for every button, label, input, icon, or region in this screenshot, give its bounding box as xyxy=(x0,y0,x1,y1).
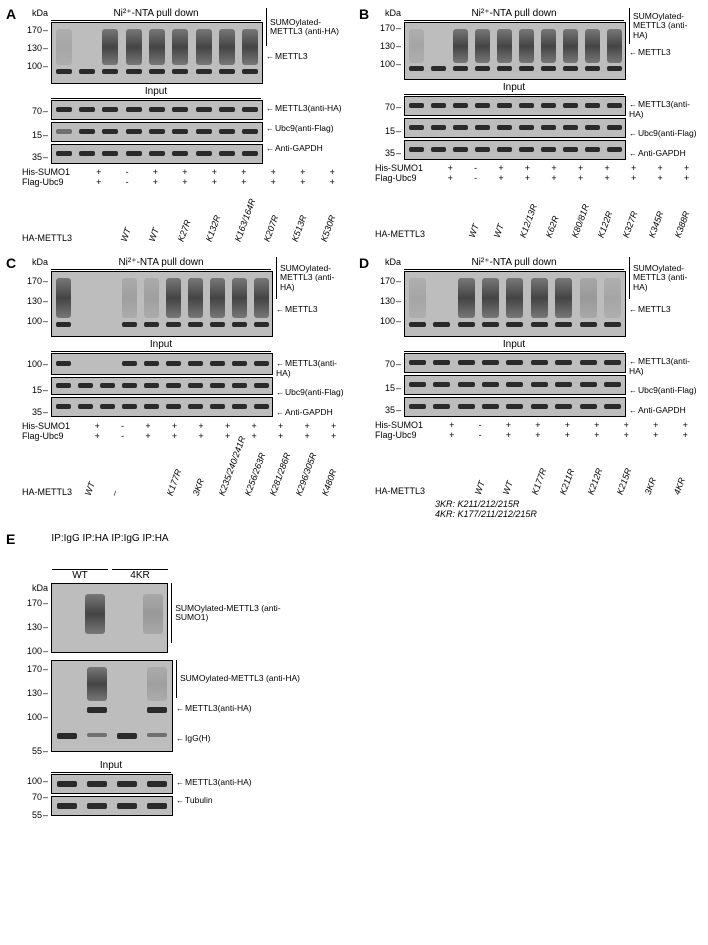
panel-c-conditions: His-SUMO1 +-++++++++ Flag-Ubc9 +-+++++++… xyxy=(22,421,347,497)
panel-b-input-blot-3 xyxy=(404,140,626,160)
panel-d-note-3kr: 3KR: K211/212/215R xyxy=(435,499,700,509)
panel-b-conditions: His-SUMO1 +-++++++++ Flag-Ubc9 +-+++++++… xyxy=(375,163,700,239)
panel-e-input-blot-2 xyxy=(51,796,173,816)
panel-b: B kDa 170 130 100 Ni²⁺-NTA pull down xyxy=(361,8,700,243)
panel-e-p1-right: SUMOylated-METTL3 (anti-SUMO1) xyxy=(168,583,308,643)
panel-a-top-blot xyxy=(51,22,263,84)
panel-a-input-blot-3 xyxy=(51,144,263,164)
panel-b-mw-top: kDa 170 130 100 xyxy=(375,8,404,69)
panel-b-label: B xyxy=(359,6,369,22)
panel-a-input-right-labels: METTL3(anti-HA) Ubc9(anti-Flag) Anti-GAP… xyxy=(263,86,342,153)
panel-a-pulldown-title: Ni²⁺-NTA pull down xyxy=(51,8,261,21)
panel-b-pulldown-title: Ni²⁺-NTA pull down xyxy=(404,8,624,21)
panel-a-conditions: His-SUMO1 +-+++++++ Flag-Ubc9 +-+++++++ … xyxy=(22,167,347,243)
panel-b-mw-input: 70 15 35 xyxy=(375,82,404,158)
panel-d-input-title: Input xyxy=(404,339,624,352)
panel-d-conditions: His-SUMO1 +-+++++++ Flag-Ubc9 +-+++++++ … xyxy=(375,420,700,496)
panel-e-ip-3: IP:HA xyxy=(142,533,168,569)
panel-c-input-blot-3 xyxy=(51,397,273,417)
panel-c-input-title: Input xyxy=(51,339,271,352)
panel-c-input-right-labels: METTL3(anti-HA) Ubc9(anti-Flag) Anti-GAP… xyxy=(273,339,347,418)
panel-b-input-title: Input xyxy=(404,82,624,95)
panel-c-label: C xyxy=(6,255,16,271)
panel-e-group-wt: WT xyxy=(52,569,108,581)
panel-a-input-blot-2 xyxy=(51,122,263,142)
panel-c-top-right-labels: SUMOylated-METTL3 (anti-HA) METTL3 xyxy=(273,257,347,315)
panel-b-input-right-labels: METTL3(anti-HA) Ubc9(anti-Flag) Anti-GAP… xyxy=(626,82,700,159)
panel-c-top-blot xyxy=(51,271,273,337)
panel-d-mw-input: 70 15 35 xyxy=(375,339,404,415)
panel-a-mw-top: kDa 170 130 100 xyxy=(22,8,51,71)
panel-a-top-right-labels: SUMOylated-METTL3 (anti-HA) METTL3 xyxy=(263,8,347,62)
panel-d-input-blot-2 xyxy=(404,375,626,395)
panel-c-pulldown-title: Ni²⁺-NTA pull down xyxy=(51,257,271,270)
panel-d: D kDa 170 130 100 Ni²⁺-NTA pull down xyxy=(361,257,700,519)
panel-d-pulldown-title: Ni²⁺-NTA pull down xyxy=(404,257,624,270)
panel-c-mw-input: 100 15 35 xyxy=(22,339,51,417)
panel-d-mw-top: kDa 170 130 100 xyxy=(375,257,404,326)
panel-a-mettl3-row xyxy=(52,69,262,74)
panel-e: E IP:IgG IP:HA IP:IgG IP:HA WT 4KR kDa 1… xyxy=(8,533,308,820)
panel-e-ip-1: IP:HA xyxy=(82,533,108,569)
panel-c: C kDa 170 130 100 Ni²⁺-NTA pull down xyxy=(8,257,347,519)
panel-d-note-4kr: 4KR: K177/211/212/215R xyxy=(435,509,700,519)
panel-e-mw-p1: kDa 170 130 100 xyxy=(22,583,51,656)
panel-e-p1-blot xyxy=(51,583,168,653)
panel-e-mw-input: 100 70 55 xyxy=(22,760,51,820)
panel-d-input-blot-1 xyxy=(404,353,626,373)
panel-a: A kDa 170 130 100 Ni²⁺-NTA pull down xyxy=(8,8,347,243)
panel-e-input-blot-1 xyxy=(51,774,173,794)
panel-b-input-blot-1 xyxy=(404,96,626,116)
panel-a-mw-input: 70 15 35 xyxy=(22,86,51,162)
panel-e-p2-right: SUMOylated-METTL3 (anti-HA) METTL3(anti-… xyxy=(173,660,300,744)
panel-e-ip-0: IP:IgG xyxy=(51,533,79,569)
panel-c-mw-top: kDa 170 130 100 xyxy=(22,257,51,326)
panel-e-p2-blot xyxy=(51,660,173,752)
panel-d-top-blot xyxy=(404,271,626,337)
panel-e-ip-2: IP:IgG xyxy=(111,533,139,569)
panel-a-label: A xyxy=(6,6,16,22)
panel-e-group-4kr: 4KR xyxy=(112,569,168,581)
panel-e-input-title: Input xyxy=(51,760,171,773)
panel-e-input-right: METTL3(anti-HA) Tubulin xyxy=(173,760,252,806)
panel-d-top-right-labels: SUMOylated-METTL3 (anti-HA) METTL3 xyxy=(626,257,700,315)
panel-b-top-right-labels: SUMOylated-METTL3 (anti-HA) METTL3 xyxy=(626,8,700,58)
panel-c-input-blot-2 xyxy=(51,377,273,395)
panel-d-label: D xyxy=(359,255,369,271)
panel-d-input-blot-3 xyxy=(404,397,626,417)
panel-a-input-title: Input xyxy=(51,86,261,99)
panel-b-top-blot xyxy=(404,22,626,80)
panel-e-mw-p2: 170 130 100 55 xyxy=(22,660,51,756)
panel-d-input-right-labels: METTL3(anti-HA) Ubc9(anti-Flag) Anti-GAP… xyxy=(626,339,700,416)
panel-c-input-blot-1 xyxy=(51,353,273,375)
panel-a-input-blot-1 xyxy=(51,100,263,120)
panel-e-label: E xyxy=(6,531,15,547)
panel-b-input-blot-2 xyxy=(404,118,626,138)
panel-a-smear-row xyxy=(52,29,262,65)
